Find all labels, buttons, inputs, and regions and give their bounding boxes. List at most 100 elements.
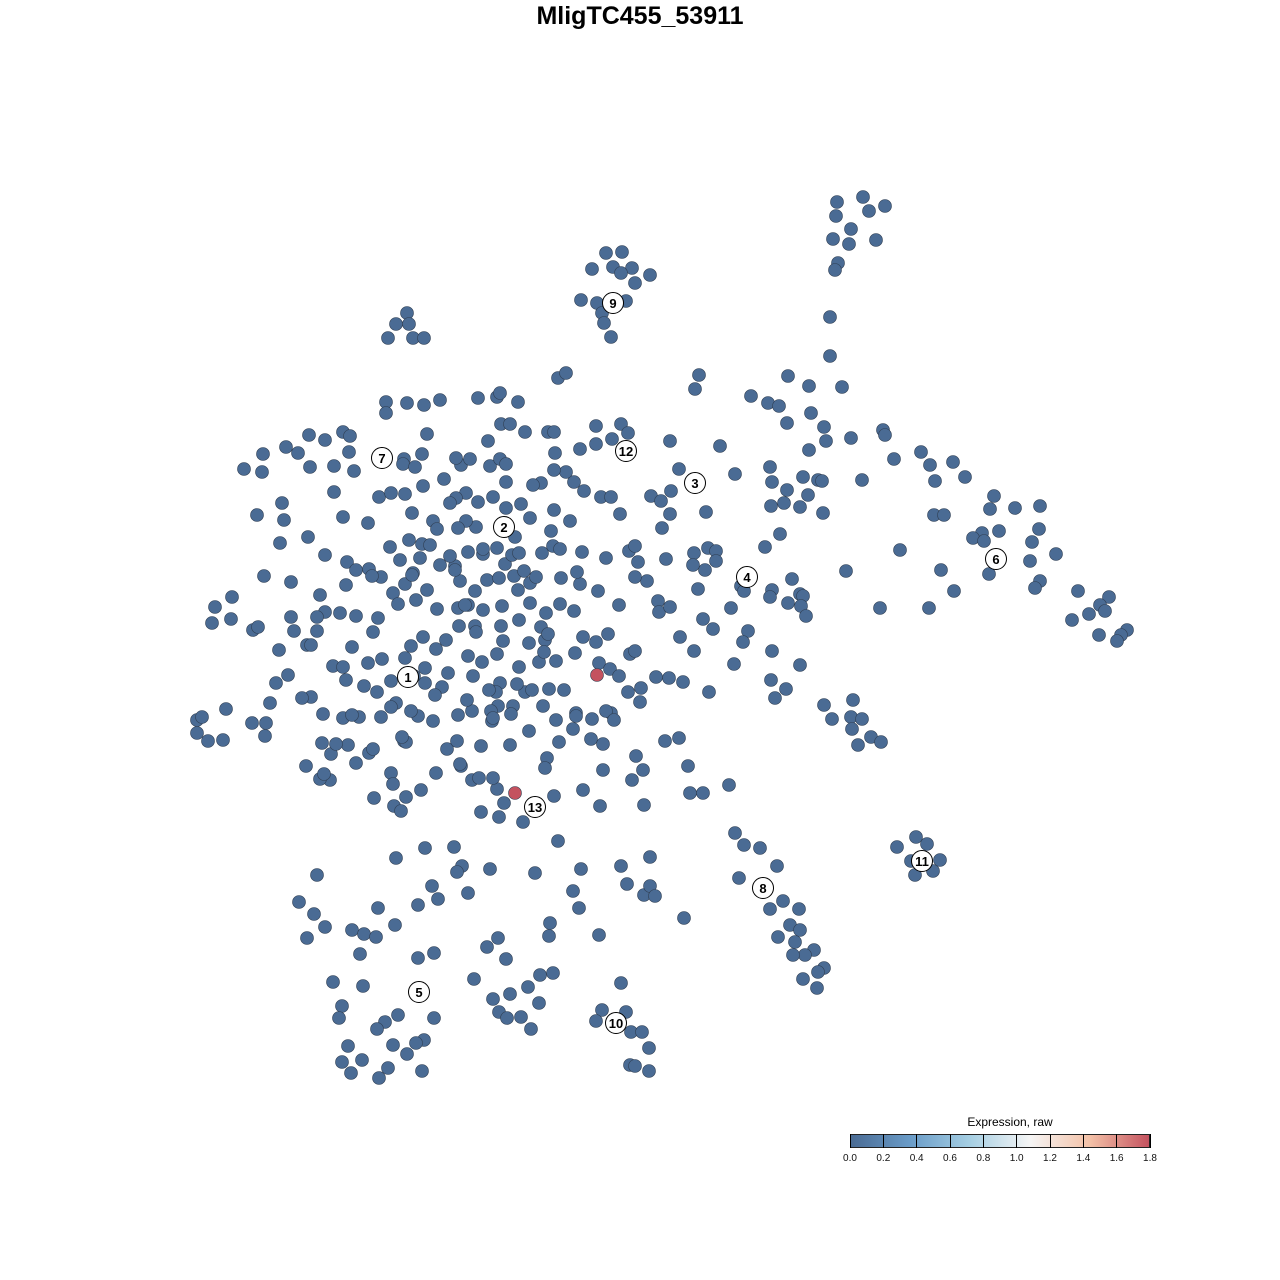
data-point	[514, 497, 528, 511]
data-point	[663, 434, 677, 448]
data-point	[411, 951, 425, 965]
data-point	[395, 730, 409, 744]
data-point	[648, 889, 662, 903]
data-point	[361, 516, 375, 530]
data-point	[402, 533, 416, 547]
data-point	[597, 316, 611, 330]
data-point	[503, 738, 517, 752]
data-point	[389, 317, 403, 331]
data-point	[529, 570, 543, 584]
data-point	[576, 630, 590, 644]
data-point	[341, 738, 355, 752]
cluster-label-text: 9	[609, 296, 616, 311]
data-point	[855, 473, 869, 487]
data-point	[663, 507, 677, 521]
data-point	[709, 554, 723, 568]
data-point	[517, 564, 531, 578]
data-point	[628, 644, 642, 658]
colorbar-tick-label: 1.8	[1143, 1153, 1157, 1164]
data-point	[815, 474, 829, 488]
data-point	[764, 673, 778, 687]
data-point	[920, 837, 934, 851]
data-point	[637, 798, 651, 812]
data-point	[510, 677, 524, 691]
data-point	[577, 484, 591, 498]
data-point	[259, 716, 273, 730]
data-point	[499, 501, 513, 515]
cluster-label-circle	[615, 440, 637, 462]
data-point	[394, 804, 408, 818]
data-point	[591, 584, 605, 598]
colorbar-tick	[916, 1134, 918, 1148]
data-point	[553, 597, 567, 611]
data-point	[786, 948, 800, 962]
data-point	[469, 520, 483, 534]
data-point	[569, 709, 583, 723]
data-point	[686, 558, 700, 572]
data-point	[528, 866, 542, 880]
data-point	[687, 546, 701, 560]
colorbar-tick	[1016, 1134, 1018, 1148]
data-point	[393, 553, 407, 567]
cluster-label-circle	[602, 292, 624, 314]
data-point	[535, 546, 549, 560]
data-point	[763, 902, 777, 916]
data-point	[574, 862, 588, 876]
data-point	[830, 195, 844, 209]
data-point	[553, 542, 567, 556]
data-point	[381, 331, 395, 345]
data-point	[839, 564, 853, 578]
data-point	[572, 901, 586, 915]
data-point	[548, 446, 562, 460]
data-point	[391, 1008, 405, 1022]
data-point	[629, 749, 643, 763]
data-point	[1008, 501, 1022, 515]
data-point	[887, 452, 901, 466]
data-point	[573, 442, 587, 456]
cluster-label: 6	[985, 548, 1007, 570]
data-point	[370, 1022, 384, 1036]
data-point	[547, 463, 561, 477]
data-point	[418, 676, 432, 690]
data-point	[574, 293, 588, 307]
data-point	[625, 773, 639, 787]
data-point	[430, 602, 444, 616]
cluster-label: 2	[493, 516, 515, 538]
data-point	[532, 996, 546, 1010]
data-point	[599, 246, 613, 260]
data-point	[460, 693, 474, 707]
data-point	[301, 530, 315, 544]
data-point	[327, 485, 341, 499]
data-point	[688, 382, 702, 396]
data-point	[335, 999, 349, 1013]
data-point	[1025, 535, 1039, 549]
data-point	[417, 331, 431, 345]
data-point	[601, 627, 615, 641]
data-point	[681, 759, 695, 773]
data-point	[307, 907, 321, 921]
data-point	[792, 902, 806, 916]
data-point	[642, 1041, 656, 1055]
data-point	[765, 644, 779, 658]
data-point	[371, 901, 385, 915]
data-point	[773, 527, 787, 541]
data-point	[492, 571, 506, 585]
data-point	[780, 416, 794, 430]
data-point	[768, 691, 782, 705]
data-point	[793, 658, 807, 672]
cluster-label-circle	[911, 850, 933, 872]
data-point	[353, 947, 367, 961]
colorbar-tick	[882, 1134, 884, 1148]
data-point	[486, 992, 500, 1006]
colorbar-tick-label: 0.2	[876, 1153, 891, 1164]
data-point	[631, 555, 645, 569]
data-point	[369, 930, 383, 944]
data-point	[777, 496, 791, 510]
cluster-label-circle	[493, 516, 515, 538]
data-point	[440, 742, 454, 756]
cluster-label: 4	[736, 566, 758, 588]
data-point	[408, 460, 422, 474]
data-point	[461, 886, 475, 900]
data-point	[428, 688, 442, 702]
data-point	[511, 395, 525, 409]
